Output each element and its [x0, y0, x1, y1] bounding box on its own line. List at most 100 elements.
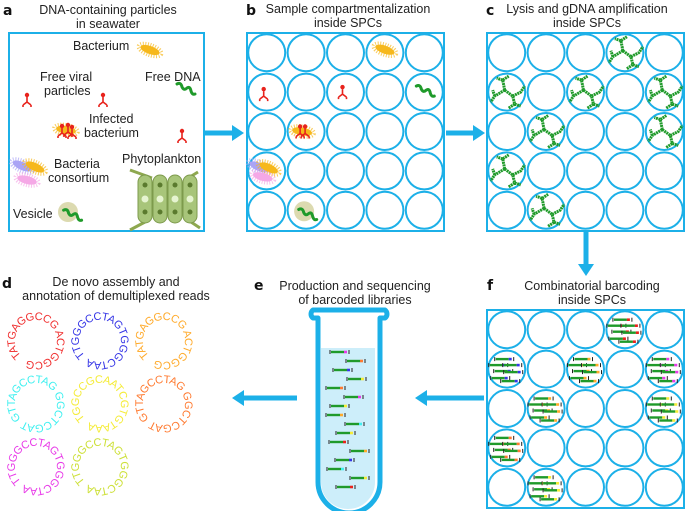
amplified-dna-icon [568, 74, 605, 110]
barcoded-fragment-icon [500, 379, 521, 384]
panel-c-letter: c [486, 3, 494, 19]
spc-compartment [365, 151, 405, 191]
barcoded-fragment-icon [349, 476, 370, 480]
spc-compartment [326, 190, 365, 230]
spc-compartment [605, 349, 645, 389]
spc-compartment [644, 467, 684, 507]
spc-compartment [644, 33, 684, 73]
barcoded-fragment-icon [529, 494, 550, 499]
panel-a-title-2: in seawater [76, 17, 140, 31]
spc-compartment [644, 428, 684, 468]
arrow-f-to-e [415, 390, 484, 406]
panel-c-title-1: Lysis and gDNA amplification [506, 2, 667, 16]
spc-compartment [487, 72, 527, 112]
label-free-viral-1: Free viral [40, 70, 92, 84]
bacterium-icon [136, 41, 164, 59]
virus-icon [67, 124, 77, 139]
spc-frame [486, 32, 685, 232]
barcoded-fragment-icon [659, 402, 680, 407]
barcoded-fragment-icon [660, 409, 681, 414]
spc-compartment [526, 428, 566, 468]
barcoded-fragment-icon [657, 418, 678, 423]
contig-sequence: TTGGGCCTAGTGGGCTAA [6, 437, 66, 498]
barcoded-fragment-icon [579, 379, 599, 384]
panel-f-letter: f [487, 278, 494, 294]
barcoded-fragment-icon [569, 376, 589, 381]
spc-compartment [286, 190, 326, 230]
panel-c-spc-grid [486, 32, 685, 232]
barcoded-fragment-icon [620, 323, 641, 328]
panel-e-title-2: of barcoded libraries [298, 293, 411, 307]
contig-sequence: TATGAGGCCG ACTGGCG [6, 311, 66, 372]
label-consortium-1: Bacteria [54, 157, 100, 171]
barcoded-fragment-icon [539, 497, 560, 502]
barcoded-fragment-icon [647, 415, 668, 420]
spc-compartment [566, 33, 605, 73]
spc-compartment [487, 349, 527, 389]
barcoded-fragment-icon [573, 357, 593, 362]
spc-compartment [644, 310, 684, 350]
spc-compartment [526, 33, 566, 73]
spc-compartment [286, 112, 326, 151]
panel-b-spc-grid [245, 32, 445, 232]
contig-sequence: GTTAGCCTAG GGCTCGAT [134, 374, 194, 435]
amplified-dna-icon [489, 74, 526, 110]
barcoded-fragment-icon [660, 370, 681, 375]
spc-compartment [247, 190, 287, 230]
amplified-dna-icon [528, 193, 566, 228]
contig-sequence: TTGGGCCTAGTGGGCTAA [70, 311, 130, 372]
virus-icon [258, 86, 269, 102]
contig-sequence: TTGGGCCTAGTGGGCTAA [70, 437, 130, 498]
panel-b-title-2: inside SPCs [314, 16, 382, 30]
panel-d-title-1: De novo assembly and [52, 275, 179, 289]
spc-compartment [487, 190, 527, 230]
spc-compartment [526, 151, 566, 191]
barcoded-fragment-icon [335, 431, 356, 435]
virus-icon [22, 92, 32, 107]
spc-compartment [526, 389, 566, 428]
spc-compartment [404, 190, 444, 230]
barcoded-fragment-icon [349, 449, 370, 453]
tube-liquid [321, 348, 375, 509]
spc-compartment [487, 112, 527, 151]
barcoded-fragment-icon [503, 448, 524, 453]
barcoded-fragment-icon [329, 350, 350, 354]
spc-compartment [605, 190, 645, 230]
panel-d-title-2: annotation of demultiplexed reads [22, 289, 210, 303]
spc-compartment [644, 389, 684, 428]
label-consortium-2: consortium [48, 171, 109, 185]
spc-compartment [404, 151, 444, 191]
panel-c-title-2: inside SPCs [553, 16, 621, 30]
spc-compartment [644, 151, 684, 191]
virus-icon [295, 124, 305, 139]
barcoded-fragment-icon [490, 454, 511, 459]
contig-sequence: TGGCCGCAATCGTGTAAA [70, 374, 130, 434]
barcoded-fragment-icon [539, 418, 560, 423]
barcoded-fragment-icon [529, 415, 550, 420]
barcoded-fragment-icon [335, 485, 356, 489]
spc-compartment [365, 190, 405, 230]
tube-outline [308, 307, 390, 511]
barcoded-fragment-icon [542, 488, 563, 493]
amplified-dna-icon [647, 114, 684, 149]
barcoded-fragment-icon [533, 475, 554, 480]
barcoded-fragment-icon [647, 376, 668, 381]
spc-compartment [247, 33, 287, 73]
spc-compartment [605, 428, 645, 468]
barcoded-fragment-icon [612, 317, 633, 322]
bacterium-icon [288, 124, 316, 139]
arrow-e-to-d [232, 390, 297, 406]
contig-sequence: GTTAGCCTAG GGCTCGAT [6, 374, 66, 435]
bacterium-icon [249, 169, 277, 185]
barcoded-fragment-icon [542, 409, 563, 414]
barcoded-fragment-icon [328, 440, 349, 444]
dna-icon [297, 207, 319, 222]
spc-compartment [605, 389, 645, 428]
virus-icon [177, 128, 187, 143]
barcoded-fragment-icon [500, 457, 521, 462]
spc-compartment [644, 112, 684, 151]
panel-f-title-2: inside SPCs [558, 293, 626, 307]
barcoded-fragment-icon [503, 370, 524, 375]
spc-compartment [526, 349, 566, 389]
spc-compartment [487, 33, 527, 73]
